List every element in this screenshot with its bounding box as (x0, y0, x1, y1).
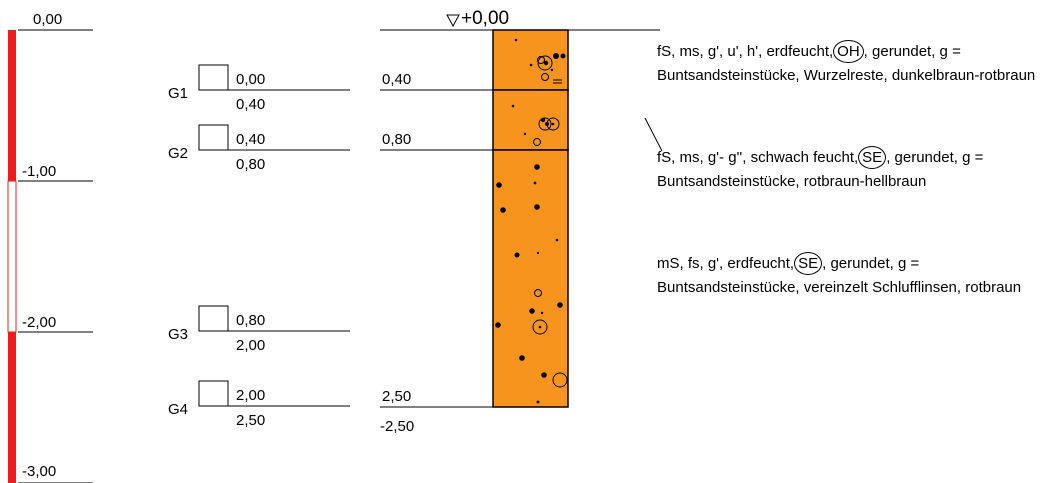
sample-top: 0,00 (236, 71, 265, 88)
sample-top: 0,80 (236, 312, 265, 329)
sample-g3: G3 0,80 2,00 (168, 305, 350, 354)
layer-description-text: fS, ms, g', u', h', erdfeucht, (657, 43, 834, 60)
sample-top: 0,40 (236, 131, 265, 148)
sample-name: G3 (168, 326, 188, 343)
layer-description-text: fS, ms, g'- g'', schwach feucht, (657, 149, 859, 166)
soil-column (492, 29, 569, 408)
sample-bottom: 2,00 (236, 337, 265, 354)
sample-g2: G2 0,40 0,80 (168, 124, 350, 173)
soil-group-circle: SE (794, 252, 823, 275)
sample-name: G2 (168, 145, 188, 162)
soil-layer-1 (492, 29, 569, 91)
sample-box (198, 64, 229, 91)
sample-g4: G4 2,00 2,50 (168, 380, 350, 429)
gravel-pattern (511, 104, 560, 146)
sample-bottom: 0,40 (236, 96, 265, 113)
sample-bottom: 2,50 (236, 412, 265, 429)
layer-description-2: fS, ms, g'- g'', schwach feucht, SE, geru… (657, 146, 1052, 194)
boundary-label: 0,80 (382, 131, 411, 148)
layer-description-text: , gerundet, g = Buntsandsteinstücke, ver… (657, 255, 1022, 296)
layer-description-text: , gerundet, g = Buntsandsteinstücke, Wur… (657, 43, 1036, 84)
layer-description-1: fS, ms, g', u', h', erdfeucht, OH, gerund… (657, 40, 1052, 88)
water-level-label: +0,00 (461, 8, 509, 29)
depth-scale: 0,00 -1,00 -2,00 -3,00 (7, 11, 93, 483)
samples: G1 0,00 0,40 G2 0,40 0,80 G3 0,80 2,00 G… (168, 64, 350, 429)
layer-boundaries: 0,40 0,80 2,50 -2,50 (380, 71, 493, 435)
sample-box (198, 305, 229, 332)
triangle-down-icon (446, 14, 460, 28)
soil-group-circle: OH (833, 40, 864, 63)
boundary-label: 2,50 (382, 388, 411, 405)
final-depth-label: -2,50 (380, 418, 414, 435)
layer-description-3: mS, fs, g', erdfeucht, SE, gerundet, g = … (657, 252, 1052, 300)
description-pointer-line (644, 117, 663, 152)
boundary-label: 0,40 (382, 71, 411, 88)
scale-tick-label: -3,00 (22, 463, 56, 480)
scale-tick-label: -2,00 (22, 314, 56, 331)
layer-description-text: , gerundet, g = Buntsandsteinstücke, rot… (657, 149, 984, 190)
sample-name: G4 (168, 401, 188, 418)
layer-description-text: mS, fs, g', erdfeucht, (657, 255, 795, 272)
sample-bottom: 0,80 (236, 156, 265, 173)
gravel-pattern (495, 164, 568, 404)
sample-top: 2,00 (236, 387, 265, 404)
sample-box (198, 380, 229, 407)
gravel-pattern (514, 38, 566, 84)
soil-layer-3 (492, 149, 569, 408)
scale-tick-label: 0,00 (33, 11, 62, 28)
soil-layer-2 (492, 89, 569, 151)
scale-tick-label: -1,00 (22, 163, 56, 180)
scale-bar-segment-2 (7, 180, 17, 333)
sample-g1: G1 0,00 0,40 (168, 64, 350, 113)
sample-box (198, 124, 229, 151)
soil-group-circle: SE (858, 146, 887, 169)
scale-bar-segment-1 (8, 30, 16, 181)
water-level-marker: +0,00 (380, 8, 660, 31)
sample-name: G1 (168, 85, 188, 102)
scale-bar-segment-3 (8, 332, 16, 483)
